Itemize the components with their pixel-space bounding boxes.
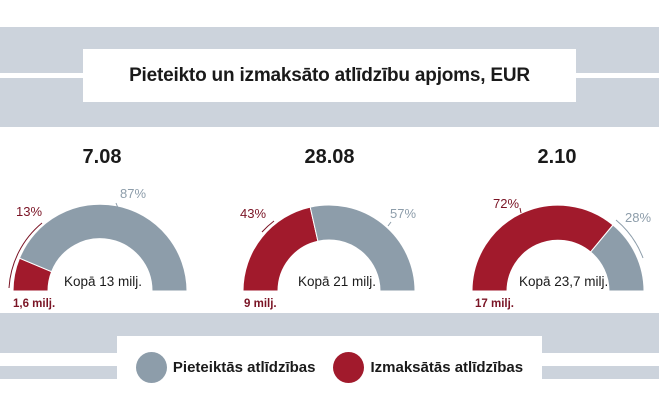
paid-percent: 43%	[240, 206, 266, 221]
claimed-tick	[115, 202, 119, 209]
paid-segment	[471, 204, 614, 292]
paid-amount: 17 milj.	[475, 298, 514, 310]
card-date: 7.08	[82, 146, 122, 168]
legend-label: Pieteiktās atlīdzības	[172, 358, 316, 376]
paid-swatch-icon	[333, 351, 365, 383]
claimed-segment	[589, 224, 645, 292]
legend: Pieteiktās atlīdzības Izmaksātās atlīdzī…	[117, 336, 542, 398]
claimed-percent: 28%	[625, 210, 651, 225]
chart-title: Pieteikto un izmaksāto atlīdzību apjoms,…	[129, 64, 530, 86]
footer-band-lower-right	[542, 366, 659, 379]
claimed-segment	[309, 204, 416, 292]
paid-amount: 9 milj.	[244, 298, 277, 310]
paid-percent: 13%	[16, 204, 42, 219]
paid-bracket	[8, 222, 43, 289]
total-label: Kopā 13 milj.	[64, 274, 142, 289]
paid-bracket	[261, 220, 275, 233]
claimed-tick	[387, 221, 392, 227]
claimed-segment	[18, 203, 188, 292]
total-label: Kopā 23,7 milj.	[519, 274, 608, 289]
total-label: Kopā 21 milj.	[298, 274, 376, 289]
legend-item-paid: Izmaksātās atlīdzības	[333, 351, 524, 383]
gauge-chart-2: 43% 57% Kopā 21 milj. 9 milj.	[240, 204, 416, 310]
claimed-bracket	[615, 219, 644, 259]
claimed-swatch-icon	[135, 351, 167, 383]
gauge-card-2: 28.08 43% 57% Kopā 21 milj. 9 milj.	[226, 128, 433, 313]
paid-percent: 72%	[493, 196, 519, 211]
paid-tick	[519, 207, 522, 214]
card-date: 28.08	[304, 146, 355, 168]
legend-label: Izmaksātās atlīdzības	[370, 358, 524, 376]
card-date: 2.10	[537, 146, 577, 168]
gauge-chart-1: 13% 87% Kopā 13 milj. 1,6 milj.	[8, 186, 188, 310]
legend-item-claimed: Pieteiktās atlīdzības	[135, 351, 316, 383]
gauge-chart-3: 72% 28% Kopā 23,7 milj. 17 milj.	[471, 196, 651, 310]
footer-band-lower-left	[0, 366, 117, 379]
claimed-percent: 57%	[390, 206, 416, 221]
gauge-card-3: 2.10 72% 28% Kopā 23,7 milj. 17 milj.	[455, 128, 659, 313]
gauge-card-1: 7.08 13% 87% Kopā 13 milj. 1,6 milj.	[0, 128, 204, 313]
claimed-percent: 87%	[120, 186, 146, 201]
paid-amount: 1,6 milj.	[13, 298, 55, 310]
title-box: Pieteikto un izmaksāto atlīdzību apjoms,…	[83, 49, 576, 102]
